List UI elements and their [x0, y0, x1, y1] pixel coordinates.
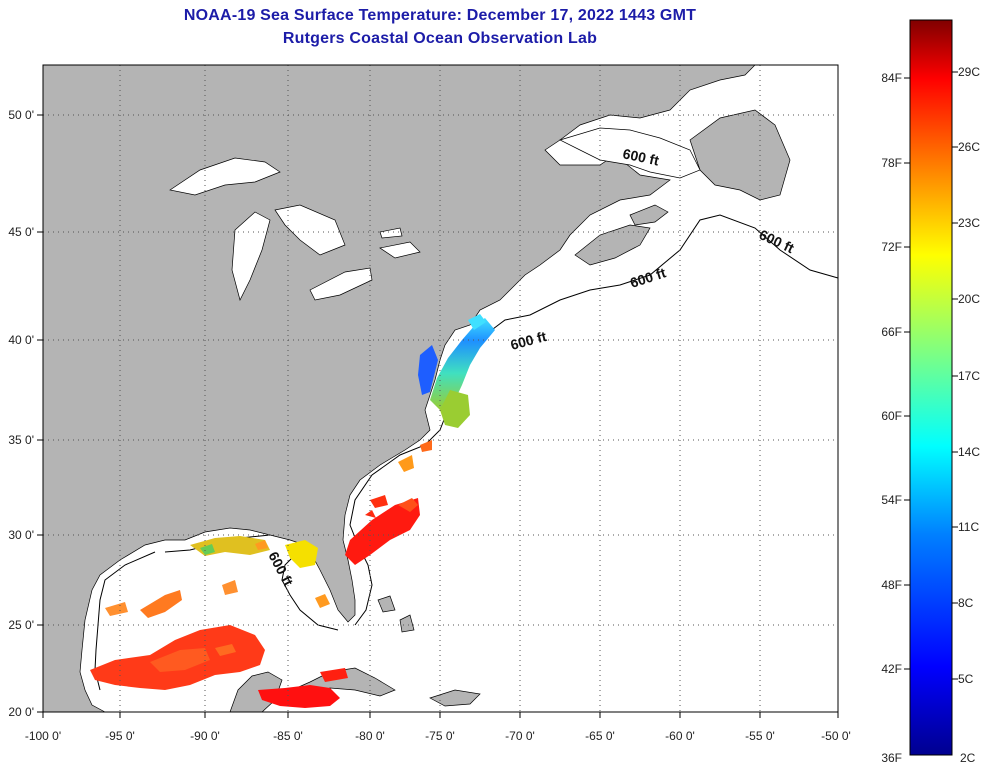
lon-label: -100 0' [25, 729, 61, 743]
colorbar-f-label: 78F [881, 156, 902, 170]
lon-label: -60 0' [665, 729, 695, 743]
great-lakes [169, 157, 421, 301]
sst-data [90, 314, 495, 708]
colorbar-c-label: 11C [958, 520, 979, 534]
lon-label: -90 0' [190, 729, 220, 743]
gulf-of-st-lawrence [559, 127, 701, 179]
isobath-label: 600 ft [621, 145, 660, 168]
lon-label: -55 0' [745, 729, 775, 743]
lon-label: -75 0' [425, 729, 455, 743]
colorbar-f-label: 60F [881, 409, 902, 423]
map-subtitle: Rutgers Coastal Ocean Observation Lab [282, 30, 598, 47]
colorbar-c-label: 20C [958, 292, 980, 306]
colorbar-scale [909, 19, 953, 756]
colorbar-c-label: 29C [958, 65, 980, 79]
colorbar-f-label: 48F [881, 578, 902, 592]
map-title: NOAA-19 Sea Surface Temperature: Decembe… [183, 7, 697, 24]
lon-label: -65 0' [585, 729, 615, 743]
colorbar-c-label: 14C [958, 445, 980, 459]
colorbar-ticks [904, 71, 958, 680]
lat-label: 30 0' [8, 528, 34, 542]
lon-label: -95 0' [105, 729, 135, 743]
colorbar-f-label: 36F [881, 751, 902, 765]
colorbar-f-label: 54F [881, 493, 902, 507]
lon-label: -50 0' [821, 729, 851, 743]
lon-label: -80 0' [355, 729, 385, 743]
axis-ticks [37, 114, 839, 718]
lon-label: -85 0' [273, 729, 303, 743]
lat-label: 25 0' [8, 618, 34, 632]
colorbar-c-label: 23C [958, 216, 980, 230]
colorbar-c-label: 8C [958, 596, 974, 610]
lat-label: 35 0' [8, 433, 34, 447]
latitude-labels: 50 0' 45 0' 40 0' 35 0' 30 0' 25 0' 20 0… [8, 108, 34, 719]
colorbar-f-label: 66F [881, 325, 902, 339]
colorbar-c-label: 26C [958, 140, 980, 154]
longitude-labels: -100 0' -95 0' -90 0' -85 0' -80 0' -75 … [25, 729, 851, 743]
colorbar-f-label: 72F [881, 240, 902, 254]
lat-label: 50 0' [8, 108, 34, 122]
lat-label: 45 0' [8, 225, 34, 239]
colorbar-f-label: 84F [881, 71, 902, 85]
colorbar-c-label: 2C [960, 751, 976, 765]
lat-label: 40 0' [8, 333, 34, 347]
colorbar: 84F 78F 72F 66F 60F 54F 48F 42F 36F 29C … [881, 19, 980, 765]
lat-label: 20 0' [8, 705, 34, 719]
colorbar-c-label: 5C [958, 672, 974, 686]
colorbar-f-label: 42F [881, 662, 902, 676]
lon-label: -70 0' [505, 729, 535, 743]
colorbar-c-label: 17C [958, 369, 980, 383]
